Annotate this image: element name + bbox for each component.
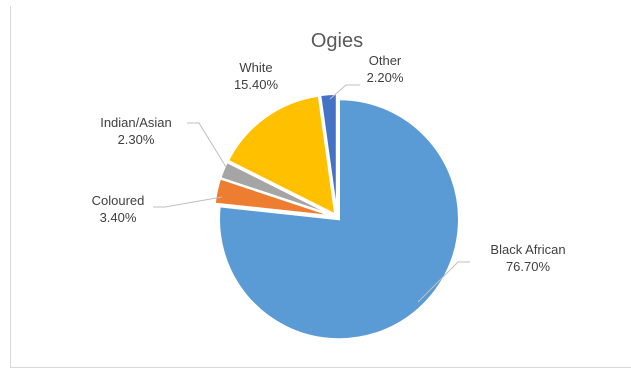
slice-label-name: Indian/Asian bbox=[100, 115, 172, 130]
pie-slice-indian-asian bbox=[219, 160, 335, 217]
pie-slice-white bbox=[226, 94, 337, 217]
data-labels: Black African 76.70% Coloured 3.40% Indian/A… bbox=[92, 53, 566, 274]
slice-label-percent: 2.20% bbox=[367, 70, 404, 85]
chart-title: Ogies bbox=[311, 30, 363, 52]
pie-slice-black-african bbox=[218, 98, 460, 341]
frame-border-left bbox=[10, 6, 11, 368]
slice-label-name: Coloured bbox=[92, 193, 145, 208]
leader-line-black-african bbox=[417, 261, 470, 303]
slice-label-percent: 15.40% bbox=[234, 77, 279, 92]
slice-label-name: Black African bbox=[490, 242, 565, 257]
slice-label-percent: 76.70% bbox=[506, 259, 551, 274]
pie-slice-other bbox=[319, 93, 338, 215]
pie-slices bbox=[213, 93, 460, 341]
slice-label-percent: 3.40% bbox=[100, 210, 137, 225]
leader-line-coloured bbox=[153, 196, 223, 208]
leader-lines bbox=[153, 84, 470, 303]
leader-line-indian-asian bbox=[187, 122, 227, 168]
slice-label-name: Other bbox=[369, 53, 402, 68]
leader-line-other bbox=[329, 84, 360, 100]
slice-label-name: White bbox=[239, 60, 272, 75]
frame-border-bottom bbox=[10, 367, 631, 368]
slice-label-percent: 2.30% bbox=[118, 132, 155, 147]
